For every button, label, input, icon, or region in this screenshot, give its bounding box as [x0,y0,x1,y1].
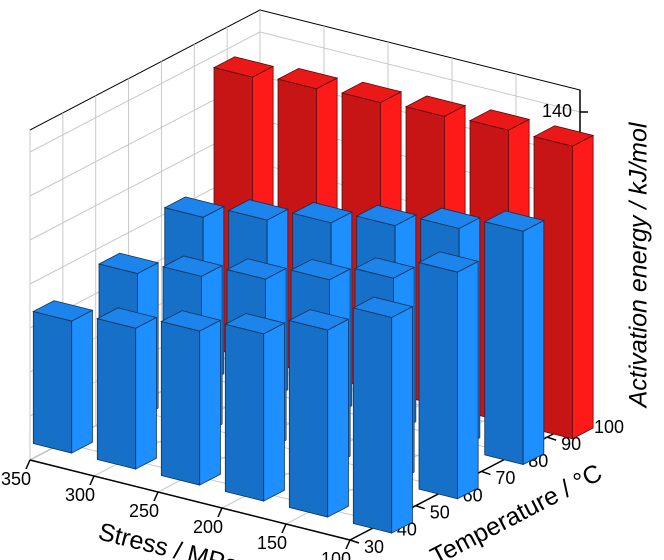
bar-top [288,309,350,331]
bar-front [418,262,458,500]
z-tick-label: 140 [542,101,572,121]
tick-mark [153,491,159,502]
y-tick-label: 90 [561,434,581,454]
bar-front [288,319,329,518]
bar-side [327,318,349,518]
bar-top [224,313,286,335]
x-tick-label: 300 [65,485,95,505]
bar-side [457,260,479,500]
bar-top [212,56,275,78]
tick-mark [415,505,425,510]
bar-top [419,207,481,229]
bar-top [483,210,545,232]
bar-top [289,258,352,281]
bar [483,210,545,466]
bar-side [71,309,93,454]
x-tick-label: 200 [193,517,223,537]
bar-front [352,307,393,534]
bar-side [199,319,221,486]
x-tick-label: 350 [1,469,31,489]
grid-line [259,31,581,113]
bar-top [276,67,339,90]
x-tick-label: 250 [129,501,159,521]
bar-top [417,251,480,273]
bar [417,251,480,500]
bar-top [404,95,467,117]
x-tick-label: 150 [257,533,287,553]
bar-front [32,310,73,454]
tick-mark [345,539,351,550]
bar-top [355,204,417,227]
bar-top [291,202,353,224]
bar-top [163,196,225,218]
bar-top [96,307,158,329]
bar-side [135,316,157,470]
bar-side [522,219,545,466]
bar-front [224,323,265,502]
bar [32,300,94,454]
tick-mark [217,507,223,518]
bar [96,307,158,470]
bar-side [263,322,285,502]
bar-top [353,257,416,279]
y-tick-label: 100 [594,417,624,437]
bar-top [227,199,289,221]
bar-front [96,318,137,470]
bar-top [32,300,94,322]
y-tick-label: 30 [364,537,384,557]
bar-front [160,320,201,486]
tick-mark [281,523,287,534]
bar-top [352,296,414,318]
bar-side [572,134,594,440]
bar [352,296,414,534]
bar-top [532,125,595,147]
grid-line [29,31,261,153]
bar [160,310,222,486]
bar-top [340,81,403,103]
tick-mark [546,436,557,441]
bar-top [468,109,531,131]
y-tick-label: 50 [430,502,450,522]
bar [224,313,286,502]
z-axis-title: Activation energy / kJ/mol [625,121,653,409]
tick-mark [25,459,31,470]
bar [288,309,350,518]
bar-top [225,258,288,280]
x-axis-line [29,459,351,541]
bar-top [160,310,222,332]
x-tick-label: 100 [321,549,351,560]
tick-mark [89,475,95,486]
bar-side [391,305,413,534]
y-tick-label: 70 [495,468,515,488]
bar-front [484,221,524,465]
bar-top [97,252,160,274]
tick-mark [481,470,491,476]
tick-mark [349,539,360,544]
bar-top [161,255,224,277]
